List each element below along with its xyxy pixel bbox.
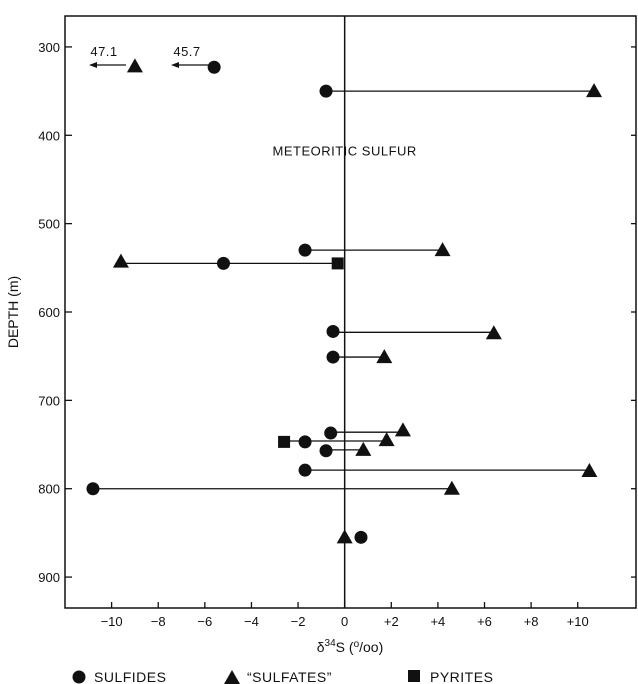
sulfide-point xyxy=(298,435,312,449)
x-tick-label: 0 xyxy=(341,614,348,629)
x-axis-unit-rest: /oo) xyxy=(359,639,383,655)
x-tick-label: +2 xyxy=(384,614,399,629)
x-axis-title: δ34S (o/oo) xyxy=(317,638,384,655)
sulfide-point xyxy=(319,84,333,98)
sulfide-point xyxy=(319,444,333,458)
plot-frame xyxy=(64,15,637,609)
x-tick-label: −10 xyxy=(101,614,123,629)
x-tick-label: +8 xyxy=(524,614,539,629)
sulfide-point xyxy=(298,463,312,477)
y-axis-ticks: 300 400 500 600 700 800 900 xyxy=(38,40,636,585)
arrowhead-left-icon xyxy=(89,62,97,68)
legend-square-icon xyxy=(408,670,420,682)
sulfate-point xyxy=(394,422,411,437)
sulfide-point xyxy=(207,60,221,74)
sulfate-point xyxy=(376,349,393,364)
sulfate-point xyxy=(581,463,598,478)
offscale-annotation-45-7: 45.7 xyxy=(171,44,209,68)
sulfide-point xyxy=(86,482,100,496)
sulfide-point xyxy=(298,243,312,257)
x-tick-label: −8 xyxy=(151,614,166,629)
sulfate-point xyxy=(485,325,502,340)
sulfide-point xyxy=(354,530,368,544)
x-tick-label: −6 xyxy=(197,614,212,629)
sulfate-point xyxy=(378,432,395,447)
sulfate-point xyxy=(112,253,129,268)
legend-label-sulfides: SULFIDES xyxy=(94,669,166,684)
sulfide-point xyxy=(216,256,230,270)
y-tick-label: 300 xyxy=(38,40,60,55)
y-tick-label: 800 xyxy=(38,482,60,497)
y-tick-label: 700 xyxy=(38,393,60,408)
sulfate-point xyxy=(126,58,143,73)
sulfate-point xyxy=(336,529,353,544)
x-axis-delta-symbol: δ xyxy=(317,639,325,655)
legend-circle-icon xyxy=(72,670,86,684)
sulfate-point xyxy=(586,83,603,98)
y-axis-title: DEPTH (m) xyxy=(5,276,21,348)
x-tick-label: +6 xyxy=(477,614,492,629)
x-tick-label: +4 xyxy=(430,614,445,629)
pyrite-point xyxy=(331,257,344,270)
meteoritic-sulfur-label: METEORITIC SULFUR xyxy=(273,144,417,159)
legend: SULFIDES “SULFATES” PYRITES xyxy=(72,669,493,684)
x-tick-label: −4 xyxy=(244,614,259,629)
sulfate-point xyxy=(443,480,460,495)
y-tick-label: 500 xyxy=(38,217,60,232)
data-markers xyxy=(86,58,603,544)
legend-label-pyrites: PYRITES xyxy=(430,669,493,684)
y-tick-label: 400 xyxy=(38,128,60,143)
x-axis-superscript: 34 xyxy=(325,638,337,649)
x-axis-ticks: −10 −8 −6 −4 −2 0 +2 +4 +6 +8 +10 xyxy=(101,602,589,629)
sulfate-point xyxy=(355,441,372,456)
sulfide-point xyxy=(324,426,338,440)
arrowhead-left-icon xyxy=(171,62,179,68)
offscale-label-45-7: 45.7 xyxy=(173,44,200,59)
pyrite-point xyxy=(278,435,291,448)
legend-triangle-icon xyxy=(224,670,240,684)
x-axis-unit-super: o xyxy=(354,639,360,650)
x-tick-label: −2 xyxy=(291,614,306,629)
offscale-label-47-1: 47.1 xyxy=(90,44,117,59)
y-tick-label: 900 xyxy=(38,570,60,585)
sulfate-point xyxy=(434,242,451,257)
x-axis-sulfur: S ( xyxy=(336,639,354,655)
sulfide-point xyxy=(326,324,340,338)
x-tick-label: +10 xyxy=(567,614,589,629)
y-tick-label: 600 xyxy=(38,305,60,320)
sulfide-point xyxy=(326,350,340,364)
legend-label-sulfates: “SULFATES” xyxy=(247,669,332,684)
offscale-annotation-47-1: 47.1 xyxy=(89,44,126,68)
